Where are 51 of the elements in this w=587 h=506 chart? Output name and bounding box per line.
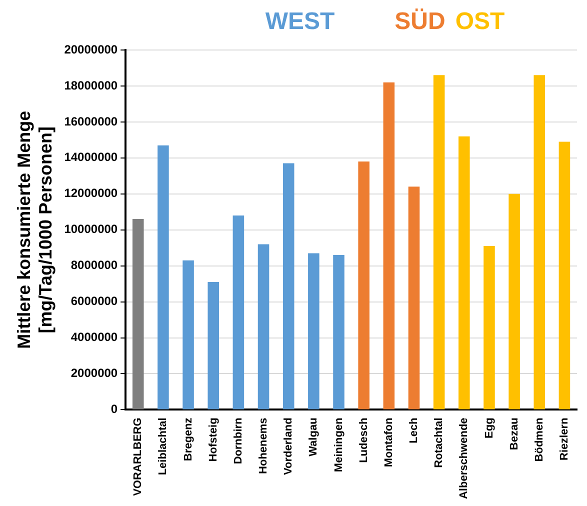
- x-tick-label: Bezau: [508, 418, 520, 450]
- x-tick-label: Rotachtal: [433, 418, 446, 468]
- bar: [383, 82, 395, 410]
- bar: [558, 142, 570, 410]
- x-tick-label: Riezlern: [558, 417, 570, 460]
- bar: [433, 75, 445, 410]
- text: WEST: [265, 8, 335, 36]
- y-tick-label: 14000000: [64, 150, 118, 164]
- x-tick-label: Egg: [483, 418, 496, 438]
- y-tick-label: 16000000: [64, 114, 118, 128]
- x-tick-label: Montafon: [382, 417, 395, 468]
- bar: [508, 194, 520, 410]
- bar: [208, 282, 220, 410]
- x-tick-label: Lech: [408, 417, 420, 444]
- bar: [458, 136, 470, 410]
- y-tick-label: 12000000: [64, 186, 118, 200]
- bar: [333, 255, 344, 410]
- x-tick-label: Meiningen: [332, 417, 345, 472]
- x-tick-label: Hohenems: [258, 418, 270, 474]
- text: OST: [455, 8, 505, 36]
- y-tick-label: 18000000: [64, 78, 118, 92]
- y-tick-label: 2000000: [70, 366, 118, 380]
- x-tick-label: Bödmen: [533, 417, 546, 462]
- bar: [158, 145, 169, 410]
- x-tick-label: Dornbirn: [232, 417, 244, 464]
- x-tick-label: Walgau: [308, 418, 320, 456]
- x-tick-label: Bregenz: [182, 417, 194, 462]
- y-tick-label: 6000000: [70, 294, 118, 308]
- y-tick-label: 8000000: [70, 258, 118, 272]
- bar: [182, 260, 194, 410]
- x-tick-label: Hofsteig: [207, 418, 220, 462]
- bar: [358, 162, 370, 410]
- bar: [408, 186, 420, 410]
- x-tick-label: Alberschwende: [458, 418, 470, 500]
- y-tick-label: 20000000: [64, 42, 118, 56]
- x-tick-label: VORARLBERG: [132, 418, 144, 496]
- y-tick-label: 0: [110, 402, 118, 416]
- text: SÜD: [394, 8, 446, 36]
- x-tick-label: Leiblachtal: [157, 418, 170, 476]
- bar: [258, 244, 270, 410]
- y-axis-title: Mittlere konsumierte Menge [mg/Tag/1000 Personen]: [14, 110, 56, 349]
- y-tick-label: 10000000: [64, 222, 118, 236]
- bar: [534, 75, 546, 410]
- y-tick-label: 4000000: [70, 330, 118, 344]
- bar: [132, 219, 144, 410]
- bar: [308, 253, 320, 410]
- x-tick-label: Ludesch: [358, 417, 370, 463]
- bar: [484, 246, 495, 410]
- x-tick-label: Vorderland: [282, 418, 295, 475]
- bar: [232, 215, 244, 410]
- bar: [282, 163, 294, 410]
